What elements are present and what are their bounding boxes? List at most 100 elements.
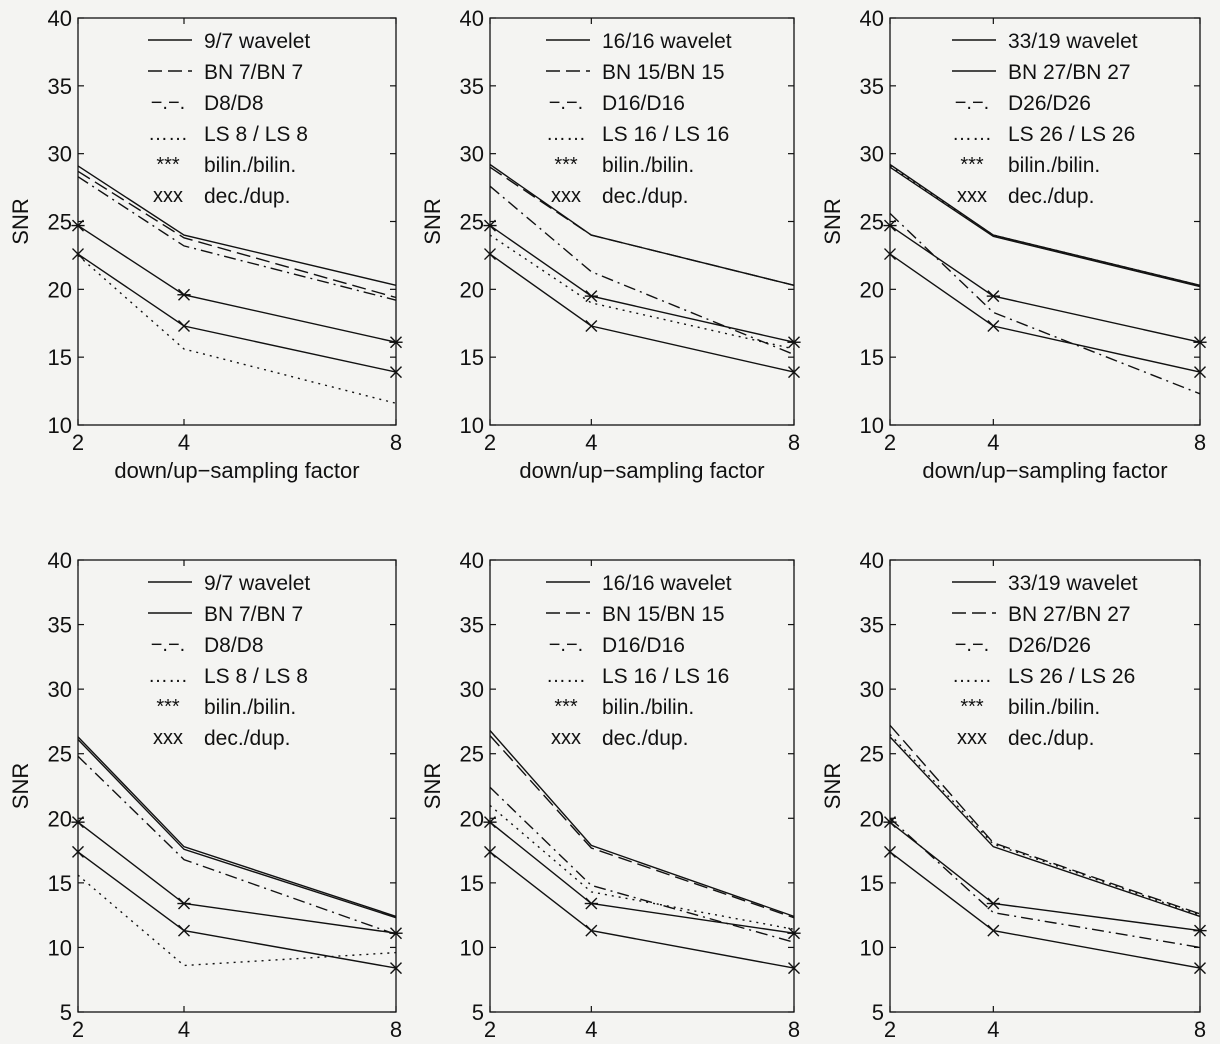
series-marker-5 bbox=[177, 897, 191, 910]
legend-label: BN 7/BN 7 bbox=[204, 61, 303, 84]
series-line-4 bbox=[889, 165, 1201, 286]
legend: 33/19 wavelet BN 27/BN 27 −.−. D26/D26 …… LS … bbox=[952, 30, 1138, 208]
y-tick-label: 15 bbox=[48, 871, 72, 896]
legend-label: 9/7 wavelet bbox=[204, 572, 310, 595]
chart-panel-4: 510152025303540248down/up−sampling facto… bbox=[8, 548, 403, 1042]
series-marker-6 bbox=[884, 248, 896, 261]
series-marker-6 bbox=[585, 924, 598, 937]
legend-symbol: −.−. bbox=[955, 92, 989, 114]
y-tick-label: 5 bbox=[472, 1000, 484, 1025]
series-line-4 bbox=[489, 234, 795, 350]
x-tick-label: 2 bbox=[484, 430, 496, 455]
y-tick-label: 15 bbox=[48, 345, 72, 370]
series-marker-5 bbox=[1193, 924, 1207, 937]
series-line-5 bbox=[889, 225, 1201, 343]
y-tick-label: 35 bbox=[860, 613, 884, 638]
y-axis-label: SNR bbox=[820, 198, 845, 244]
y-tick-label: 15 bbox=[460, 871, 484, 896]
chart-panel-5: 510152025303540248down/up−sampling facto… bbox=[420, 548, 801, 1042]
legend-symbol: −.−. bbox=[151, 634, 185, 656]
legend-symbol: xxx bbox=[957, 727, 987, 749]
legend-symbol: …… bbox=[546, 123, 586, 145]
y-tick-label: 10 bbox=[460, 413, 484, 438]
series-line-6 bbox=[489, 253, 795, 373]
y-tick-label: 25 bbox=[460, 742, 484, 767]
x-axis-label: down/up−sampling factor bbox=[922, 458, 1167, 483]
x-tick-label: 8 bbox=[1194, 1017, 1206, 1042]
legend: 16/16 wavelet BN 15/BN 15 −.−. D16/D16 …… LS … bbox=[546, 30, 732, 208]
legend-label: 9/7 wavelet bbox=[204, 30, 310, 53]
y-tick-label: 10 bbox=[48, 935, 72, 960]
legend-symbol: −.−. bbox=[549, 92, 583, 114]
legend-symbol: …… bbox=[148, 665, 188, 687]
series-marker-6 bbox=[390, 962, 402, 975]
legend-symbol: xxx bbox=[551, 185, 581, 207]
y-tick-label: 40 bbox=[460, 548, 484, 573]
series-line-3 bbox=[77, 176, 397, 301]
series-marker-5 bbox=[986, 897, 1000, 910]
series-line-5 bbox=[489, 821, 795, 934]
legend-label: bilin./bilin. bbox=[204, 696, 296, 719]
legend-label: BN 27/BN 27 bbox=[1008, 603, 1131, 626]
y-tick-label: 20 bbox=[860, 806, 884, 831]
series-line-1 bbox=[889, 736, 1201, 918]
legend: 16/16 wavelet BN 15/BN 15 −.−. D16/D16 …… LS … bbox=[546, 572, 732, 750]
legend-label: bilin./bilin. bbox=[1008, 696, 1100, 719]
legend-label: D8/D8 bbox=[204, 634, 264, 657]
series-line-5 bbox=[889, 821, 1201, 932]
x-tick-label: 2 bbox=[884, 1017, 896, 1042]
legend-label: 33/19 wavelet bbox=[1008, 30, 1138, 53]
series-marker-6 bbox=[788, 366, 800, 379]
series-line-5 bbox=[77, 225, 397, 343]
y-tick-label: 20 bbox=[48, 806, 72, 831]
x-tick-label: 4 bbox=[178, 1017, 190, 1042]
series-line-4 bbox=[77, 254, 397, 404]
x-tick-label: 2 bbox=[884, 430, 896, 455]
series-marker-6 bbox=[884, 845, 896, 858]
y-tick-label: 20 bbox=[48, 277, 72, 302]
legend-label: LS 16 / LS 16 bbox=[602, 665, 729, 688]
series-marker-5 bbox=[584, 897, 598, 910]
legend-label: BN 15/BN 15 bbox=[602, 61, 725, 84]
legend-label: BN 7/BN 7 bbox=[204, 603, 303, 626]
plot-frame bbox=[489, 559, 795, 1013]
y-tick-label: 25 bbox=[460, 210, 484, 235]
series-marker-6 bbox=[1194, 366, 1206, 379]
series-marker-6 bbox=[484, 845, 496, 858]
series-line-2 bbox=[77, 739, 397, 919]
legend-label: D8/D8 bbox=[204, 92, 264, 115]
y-tick-label: 25 bbox=[48, 742, 72, 767]
y-tick-label: 35 bbox=[48, 613, 72, 638]
y-tick-label: 35 bbox=[860, 74, 884, 99]
legend-label: dec./dup. bbox=[1008, 727, 1094, 750]
series-line-2 bbox=[489, 166, 795, 286]
series-marker-5 bbox=[483, 816, 497, 829]
legend-symbol: xxx bbox=[551, 727, 581, 749]
legend-symbol: …… bbox=[546, 665, 586, 687]
series-marker-5 bbox=[483, 219, 497, 232]
y-tick-label: 25 bbox=[860, 210, 884, 235]
legend-label: D26/D26 bbox=[1008, 634, 1091, 657]
legend: 9/7 wavelet BN 7/BN 7 −.−. D8/D8 …… LS 8 / LS… bbox=[148, 30, 310, 208]
legend-symbol: −.−. bbox=[151, 92, 185, 114]
legend-label: LS 26 / LS 26 bbox=[1008, 123, 1135, 146]
legend-symbol: *** bbox=[554, 696, 578, 718]
x-tick-label: 4 bbox=[178, 430, 190, 455]
y-axis-label: SNR bbox=[8, 198, 33, 244]
legend-label: 16/16 wavelet bbox=[602, 30, 732, 53]
legend-label: dec./dup. bbox=[1008, 185, 1094, 208]
series-marker-5 bbox=[584, 290, 598, 303]
x-tick-label: 8 bbox=[390, 430, 402, 455]
series-marker-6 bbox=[987, 924, 1000, 937]
series-line-3 bbox=[889, 212, 1201, 395]
series-marker-5 bbox=[883, 219, 897, 232]
series-line-2 bbox=[77, 170, 397, 299]
series-marker-5 bbox=[389, 927, 403, 940]
legend-label: 16/16 wavelet bbox=[602, 572, 732, 595]
series-marker-5 bbox=[986, 290, 1000, 303]
y-tick-label: 20 bbox=[860, 277, 884, 302]
y-tick-label: 40 bbox=[860, 6, 884, 31]
series-line-3 bbox=[489, 185, 795, 356]
series-line-2 bbox=[889, 724, 1201, 915]
